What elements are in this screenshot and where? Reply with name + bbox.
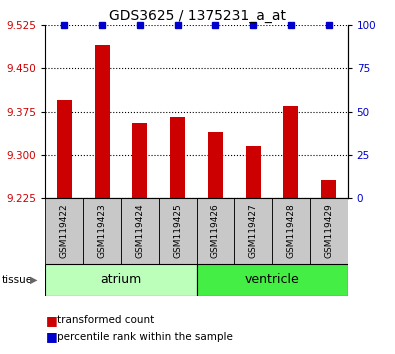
Text: ■: ■: [45, 331, 57, 343]
Bar: [283, 106, 299, 198]
Bar: [132, 123, 147, 198]
Bar: [170, 117, 185, 198]
Text: GDS3625 / 1375231_a_at: GDS3625 / 1375231_a_at: [109, 9, 286, 23]
Bar: [159, 198, 197, 264]
Bar: [197, 264, 348, 296]
Bar: [272, 198, 310, 264]
Text: ▶: ▶: [30, 275, 38, 285]
Bar: [310, 198, 348, 264]
Text: ventricle: ventricle: [245, 273, 299, 286]
Bar: [246, 146, 261, 198]
Text: GSM119423: GSM119423: [98, 204, 107, 258]
Text: GSM119425: GSM119425: [173, 204, 182, 258]
Text: GSM119426: GSM119426: [211, 204, 220, 258]
Bar: [234, 198, 272, 264]
Bar: [197, 198, 234, 264]
Text: transformed count: transformed count: [57, 315, 154, 325]
Bar: [45, 264, 197, 296]
Bar: [321, 180, 336, 198]
Text: GSM119422: GSM119422: [60, 204, 69, 258]
Bar: [83, 198, 121, 264]
Bar: [94, 45, 110, 198]
Bar: [121, 198, 159, 264]
Bar: [208, 132, 223, 198]
Text: GSM119428: GSM119428: [286, 204, 295, 258]
Text: tissue: tissue: [2, 275, 33, 285]
Text: GSM119427: GSM119427: [249, 204, 258, 258]
Bar: [45, 198, 83, 264]
Text: GSM119429: GSM119429: [324, 204, 333, 258]
Text: percentile rank within the sample: percentile rank within the sample: [57, 332, 233, 342]
Bar: [57, 100, 72, 198]
Text: ■: ■: [45, 314, 57, 327]
Text: atrium: atrium: [100, 273, 141, 286]
Text: GSM119424: GSM119424: [135, 204, 144, 258]
